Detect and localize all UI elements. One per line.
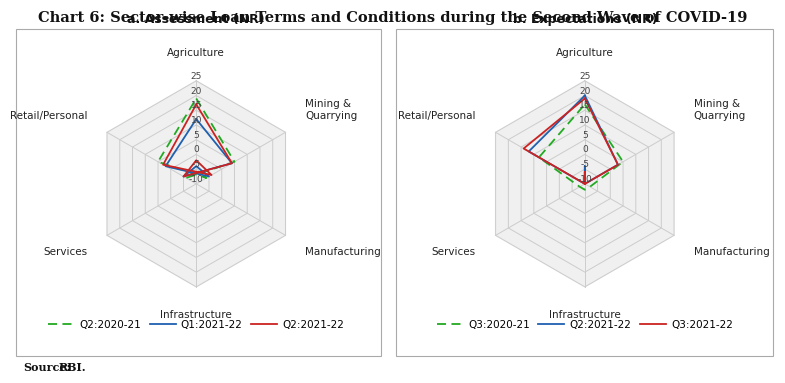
Text: 5: 5 (193, 131, 199, 140)
Polygon shape (171, 154, 221, 213)
Text: Services: Services (43, 247, 87, 257)
Text: -5: -5 (192, 160, 201, 169)
Polygon shape (120, 95, 272, 272)
Text: Infrastructure: Infrastructure (549, 309, 621, 319)
Text: Chart 6: Sector-wise Loan Terms and Conditions during the Second Wave of COVID-1: Chart 6: Sector-wise Loan Terms and Cond… (38, 11, 747, 26)
Text: 15: 15 (191, 101, 202, 110)
Title: a. Assessment (NR): a. Assessment (NR) (127, 13, 265, 26)
Polygon shape (521, 110, 648, 257)
Legend: Q3:2020-21, Q2:2021-22, Q3:2021-22: Q3:2020-21, Q2:2021-22, Q3:2021-22 (433, 316, 737, 334)
Polygon shape (145, 125, 247, 243)
Text: -10: -10 (189, 175, 203, 184)
Polygon shape (572, 169, 597, 198)
Text: Retail/Personal: Retail/Personal (399, 111, 476, 121)
Text: Source:: Source: (24, 362, 71, 373)
Polygon shape (107, 81, 286, 287)
Title: b. Expectations (NR): b. Expectations (NR) (513, 13, 657, 26)
Text: 0: 0 (193, 146, 199, 154)
Text: 0: 0 (582, 146, 588, 154)
Polygon shape (158, 140, 235, 228)
Text: 5: 5 (582, 131, 588, 140)
Text: 10: 10 (579, 116, 590, 125)
Text: -10: -10 (578, 175, 592, 184)
Text: Retail/Personal: Retail/Personal (10, 111, 87, 121)
Text: 20: 20 (579, 87, 590, 95)
Text: 25: 25 (579, 72, 590, 81)
Text: 15: 15 (579, 101, 590, 110)
Polygon shape (546, 140, 623, 228)
Polygon shape (534, 125, 636, 243)
Text: Agriculture: Agriculture (167, 48, 225, 58)
Text: Mining &
Quarrying: Mining & Quarrying (305, 100, 357, 121)
Polygon shape (184, 169, 209, 198)
Polygon shape (495, 81, 674, 287)
Text: 20: 20 (191, 87, 202, 95)
Text: Services: Services (432, 247, 476, 257)
Text: 10: 10 (191, 116, 202, 125)
Polygon shape (560, 154, 610, 213)
Text: Mining &
Quarrying: Mining & Quarrying (694, 100, 746, 121)
Text: Manufacturing: Manufacturing (694, 247, 769, 257)
Text: Agriculture: Agriculture (556, 48, 614, 58)
Text: RBI.: RBI. (59, 362, 86, 373)
Legend: Q2:2020-21, Q1:2021-22, Q2:2021-22: Q2:2020-21, Q1:2021-22, Q2:2021-22 (44, 316, 349, 334)
Text: 25: 25 (191, 72, 202, 81)
Text: Infrastructure: Infrastructure (160, 309, 232, 319)
Text: -5: -5 (580, 160, 590, 169)
Text: Manufacturing: Manufacturing (305, 247, 381, 257)
Polygon shape (509, 95, 661, 272)
Polygon shape (133, 110, 260, 257)
